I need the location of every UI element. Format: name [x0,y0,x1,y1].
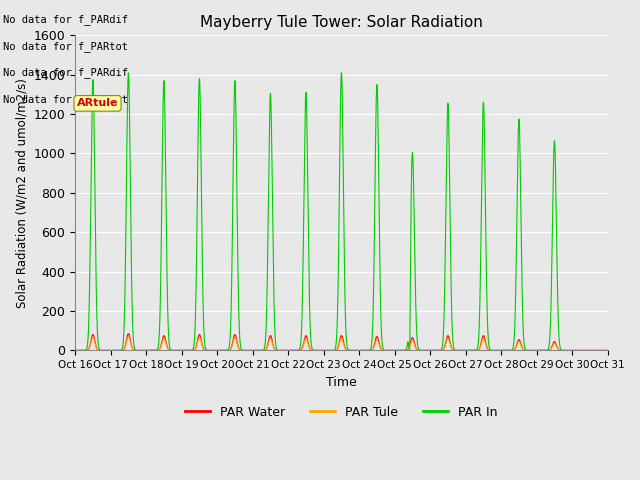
Legend: PAR Water, PAR Tule, PAR In: PAR Water, PAR Tule, PAR In [180,401,503,424]
Text: ARtule: ARtule [77,98,118,108]
Text: No data for f_PARdif: No data for f_PARdif [3,67,128,78]
Text: No data for f_PARtot: No data for f_PARtot [3,41,128,52]
Y-axis label: Solar Radiation (W/m2 and umol/m2/s): Solar Radiation (W/m2 and umol/m2/s) [15,78,28,308]
Text: No data for f_PARtot: No data for f_PARtot [3,94,128,105]
Title: Mayberry Tule Tower: Solar Radiation: Mayberry Tule Tower: Solar Radiation [200,15,483,30]
Text: No data for f_PARdif: No data for f_PARdif [3,14,128,25]
X-axis label: Time: Time [326,376,356,389]
